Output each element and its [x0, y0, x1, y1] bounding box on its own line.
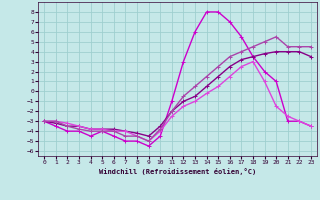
X-axis label: Windchill (Refroidissement éolien,°C): Windchill (Refroidissement éolien,°C)	[99, 168, 256, 175]
